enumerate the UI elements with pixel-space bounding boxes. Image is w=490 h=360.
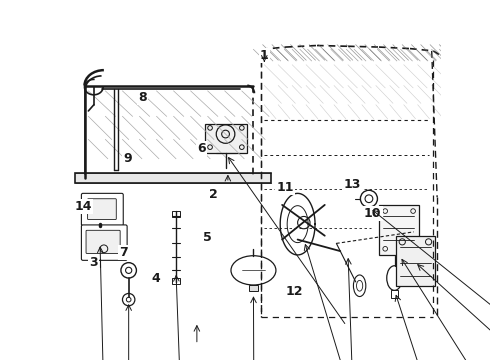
Ellipse shape (231, 256, 276, 285)
FancyBboxPatch shape (88, 199, 116, 220)
Text: 2: 2 (209, 188, 218, 201)
Ellipse shape (353, 275, 366, 297)
Bar (75, 172, 270, 183)
Text: 3: 3 (89, 256, 98, 269)
Text: 13: 13 (343, 178, 361, 191)
Bar (249, 285, 258, 291)
Text: 11: 11 (276, 181, 294, 194)
Text: 10: 10 (364, 207, 381, 220)
Text: 8: 8 (139, 91, 147, 104)
Bar (379, 205, 419, 255)
Bar (396, 236, 435, 286)
Text: 9: 9 (123, 152, 132, 165)
FancyBboxPatch shape (81, 193, 123, 226)
Ellipse shape (387, 266, 402, 291)
Text: 5: 5 (203, 231, 212, 244)
Text: 1: 1 (260, 49, 269, 62)
FancyBboxPatch shape (81, 225, 127, 260)
Text: 14: 14 (74, 200, 92, 213)
Bar (172, 278, 180, 284)
FancyBboxPatch shape (86, 230, 120, 253)
Text: 7: 7 (120, 246, 128, 259)
Bar (392, 291, 397, 298)
Text: 4: 4 (152, 272, 161, 285)
Text: 12: 12 (286, 285, 303, 298)
Bar (172, 211, 180, 217)
Text: 6: 6 (197, 142, 206, 155)
Bar (205, 124, 247, 153)
